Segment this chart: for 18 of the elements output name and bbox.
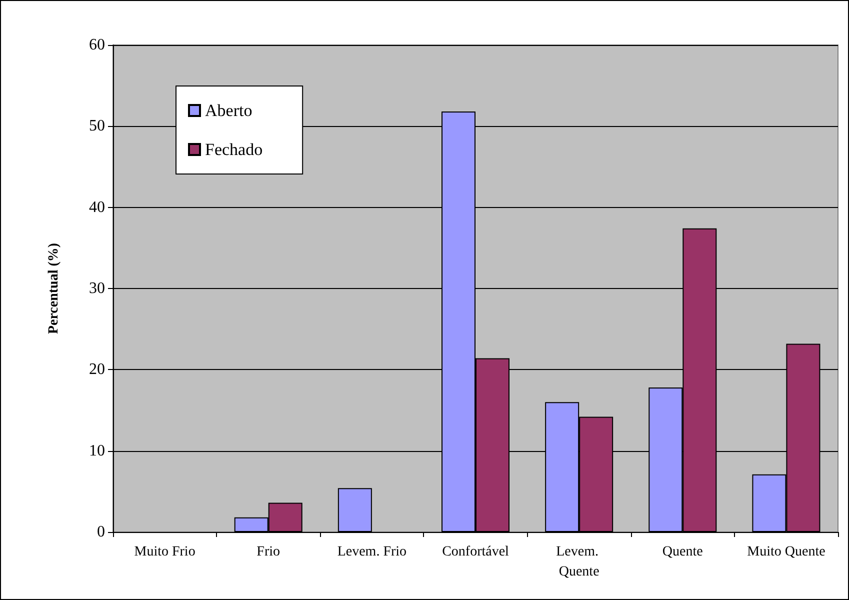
y-tick-label: 0 bbox=[97, 524, 105, 540]
x-tick-label: Frio bbox=[256, 544, 280, 560]
x-tick-label: Confortável bbox=[442, 544, 510, 560]
x-tick-label: Levem. Quente bbox=[556, 544, 602, 580]
legend-label: Aberto bbox=[205, 101, 252, 120]
y-tick-label: 20 bbox=[89, 361, 105, 378]
y-tick-label: 30 bbox=[89, 280, 105, 297]
y-axis-title: Percentual (%) bbox=[46, 242, 62, 334]
y-tick-label: 10 bbox=[89, 442, 105, 460]
y-tick-label: 40 bbox=[89, 198, 105, 216]
x-tick-label: Quente bbox=[662, 544, 703, 560]
legend-label: Fechado bbox=[205, 140, 263, 159]
bar bbox=[338, 488, 372, 532]
x-tick-label: Muito Frio bbox=[134, 544, 196, 560]
x-tick-label: Muito Quente bbox=[747, 544, 826, 560]
x-tick-label: Levem. Frio bbox=[337, 544, 407, 560]
y-tick-label: 60 bbox=[89, 36, 105, 54]
y-tick-label: 50 bbox=[89, 118, 105, 135]
